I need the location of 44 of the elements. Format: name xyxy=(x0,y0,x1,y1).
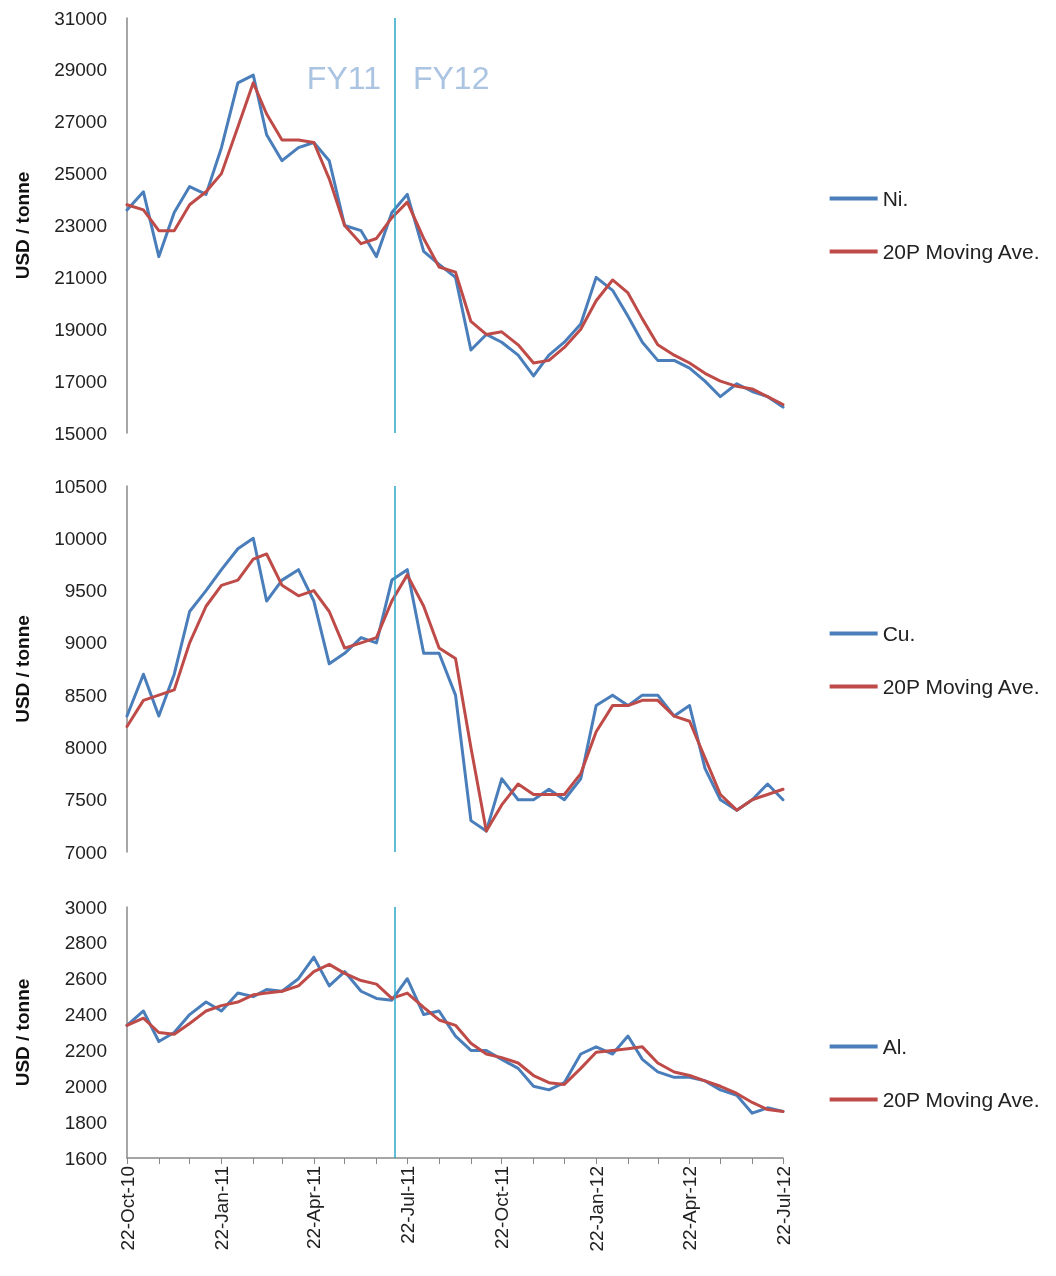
x-tick-label: 22-Oct-10 xyxy=(116,1166,138,1251)
x-tick-label: 22-Jan-12 xyxy=(585,1166,607,1252)
x-tick-label: 22-Apr-11 xyxy=(303,1166,325,1250)
annotation: FY12 xyxy=(412,60,490,96)
annotation: FY11 xyxy=(306,60,381,96)
y-tick-label: 10500 xyxy=(54,475,107,497)
y-tick-label: 23000 xyxy=(54,215,107,236)
y-tick-label: 8500 xyxy=(64,684,107,706)
legend-label: 20P Moving Ave. xyxy=(882,1088,1040,1111)
y-tick-label: 19000 xyxy=(54,318,107,340)
x-tick-label: 22-Oct-11 xyxy=(491,1166,513,1250)
x-tick-label: 22-Jul-11 xyxy=(396,1166,418,1244)
legend-label: 20P Moving Ave. xyxy=(882,675,1040,698)
legend-label: Cu. xyxy=(882,622,916,645)
y-tick-label: 2800 xyxy=(64,932,107,954)
legend-label: Ni. xyxy=(882,187,909,210)
y-tick-label: 9500 xyxy=(64,580,107,602)
y-tick-label: 29000 xyxy=(54,59,107,81)
y-tick-label: 1600 xyxy=(64,1147,107,1169)
y-tick-label: 9000 xyxy=(64,632,107,654)
y-tick-label: 17000 xyxy=(54,370,107,392)
y-tick-label: 25000 xyxy=(54,163,107,185)
y-tick-label: 8000 xyxy=(64,736,107,758)
y-axis-title: USD / tonne xyxy=(12,171,33,280)
y-tick-label: 2000 xyxy=(64,1075,107,1097)
y-tick-label: 7000 xyxy=(64,841,107,863)
y-tick-label: 7500 xyxy=(64,789,107,811)
y-tick-label: 21000 xyxy=(54,266,107,288)
x-tick-label: 22-Apr-12 xyxy=(679,1166,701,1251)
y-tick-label: 31000 xyxy=(54,7,107,29)
x-tick-label: 22-Jul-12 xyxy=(772,1166,794,1246)
y-tick-label: 2600 xyxy=(64,968,107,990)
y-tick-label: 3000 xyxy=(64,896,107,918)
y-axis-title: USD / tonne xyxy=(12,615,33,723)
y-tick-label: 1800 xyxy=(64,1111,107,1133)
y-tick-label: 15000 xyxy=(54,422,107,444)
y-axis-title: USD / tonne xyxy=(12,978,33,1087)
y-tick-label: 2200 xyxy=(64,1039,107,1061)
y-tick-label: 27000 xyxy=(54,111,107,133)
y-tick-label: 2400 xyxy=(64,1004,107,1026)
legend-label: Al. xyxy=(882,1035,908,1058)
legend-label: 20P Moving Ave. xyxy=(882,240,1040,263)
x-tick-label: 22-Jan-11 xyxy=(210,1166,232,1251)
y-tick-label: 10000 xyxy=(54,527,107,549)
